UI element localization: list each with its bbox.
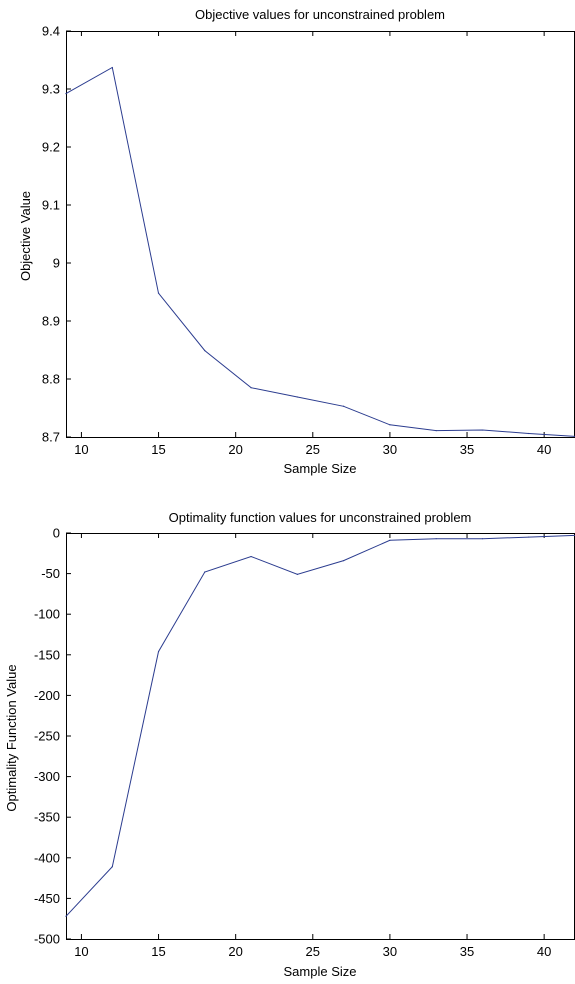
y-tick-label: 9.3	[42, 82, 60, 97]
y-tick-label: 0	[53, 526, 60, 541]
y-tick-label: 9.4	[42, 24, 60, 39]
data-point	[204, 349, 206, 352]
data-point	[111, 66, 113, 69]
x-tick-label: 35	[460, 442, 474, 457]
x-tick-label: 25	[306, 442, 320, 457]
x-tick-label: 15	[151, 944, 165, 959]
x-tick-label: 10	[74, 944, 88, 959]
y-tick-label: -500	[34, 932, 60, 947]
y-tick-label: 9.1	[42, 198, 60, 213]
x-tick-label: 25	[306, 944, 320, 959]
series-line	[65, 66, 575, 437]
data-point	[296, 573, 298, 576]
optimality-chart: Optimality function values for unconstra…	[4, 510, 575, 979]
x-tick-label: 15	[151, 442, 165, 457]
y-axis-label: Objective Value	[18, 191, 33, 281]
x-tick-label: 40	[537, 944, 551, 959]
y-tick-label: -50	[41, 566, 60, 581]
x-tick-label: 40	[537, 442, 551, 457]
x-tick-label: 20	[228, 944, 242, 959]
y-tick-label: -350	[34, 810, 60, 825]
data-point	[157, 292, 160, 294]
x-tick-label: 30	[383, 944, 397, 959]
series-line	[65, 534, 575, 917]
y-tick-label: -450	[34, 891, 60, 906]
y-tick-label: -400	[34, 850, 60, 865]
y-tick-label: -150	[34, 647, 60, 662]
data-point	[250, 555, 252, 558]
data-point	[65, 93, 67, 95]
data-point	[250, 387, 252, 389]
x-tick-label: 10	[74, 442, 88, 457]
data-point	[204, 571, 206, 573]
x-tick-label: 20	[228, 442, 242, 457]
data-point	[296, 396, 298, 398]
data-point	[157, 650, 160, 653]
chart-title: Optimality function values for unconstra…	[169, 510, 472, 525]
chart-title: Objective values for unconstrained probl…	[195, 7, 445, 22]
data-point	[343, 560, 345, 562]
y-tick-label: 9	[53, 256, 60, 271]
data-point	[528, 536, 530, 538]
data-point	[528, 432, 530, 435]
data-point	[343, 405, 345, 407]
y-tick-label: -250	[34, 729, 60, 744]
y-tick-label: 9.2	[42, 140, 60, 155]
x-tick-label: 30	[383, 442, 397, 457]
data-point	[111, 866, 113, 868]
y-tick-label: -200	[34, 688, 60, 703]
data-point	[435, 538, 437, 540]
y-tick-label: 8.9	[42, 314, 60, 329]
objective-chart: Objective values for unconstrained probl…	[18, 7, 575, 476]
y-tick-label: -300	[34, 769, 60, 784]
data-point	[481, 429, 484, 431]
data-point	[435, 430, 437, 432]
y-tick-label: 8.7	[42, 430, 60, 445]
x-axis-label: Sample Size	[284, 964, 357, 979]
y-tick-label: 8.8	[42, 372, 60, 387]
plot-frame	[66, 31, 575, 438]
data-point	[481, 538, 484, 540]
plot-frame	[66, 533, 575, 940]
x-tick-label: 35	[460, 944, 474, 959]
data-point	[389, 539, 391, 541]
data-point	[389, 424, 391, 426]
y-tick-label: -100	[34, 607, 60, 622]
y-axis-label: Optimality Function Value	[4, 664, 19, 811]
x-axis-label: Sample Size	[284, 461, 357, 476]
data-point	[65, 915, 67, 917]
